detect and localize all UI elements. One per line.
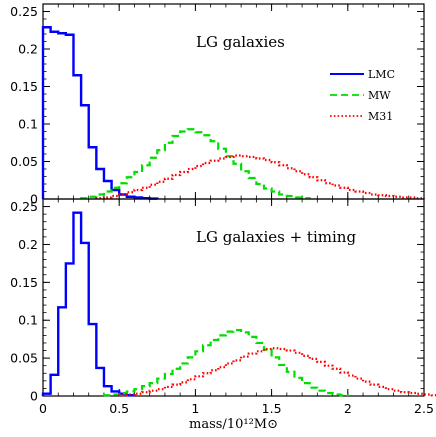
panel-2-ytick-label: 0.25 [10,199,38,214]
panel-2-series-m31 [118,347,436,397]
panel-2-series-mw [102,328,349,397]
panel-2-ytick-label: 0.15 [10,275,38,290]
legend-label-lmc: LMC [368,68,395,81]
panel-1-series-lmc [41,26,159,200]
panel-2-ytick-label: 0 [30,389,38,404]
panel-2-series-lmc [41,211,136,397]
legend-label-mw: MW [368,89,391,102]
panel-2-ytick-label: 0.2 [18,237,38,252]
panel-2-xtick-label: 0 [39,401,47,416]
panel-1-ytick-label: 0.25 [10,4,38,19]
panel-2-xtick-label: 2 [344,401,352,416]
panel-1-ytick-label: 0.1 [18,117,38,132]
x-axis-label: mass/10¹²M⊙ [189,417,278,432]
panel-2-xtick-label: 0.5 [109,401,129,416]
panel-2-title: LG galaxies + timing [196,228,356,246]
panel-2-xtick-label: 1 [191,401,199,416]
panel-2-xtick-label: 1.5 [262,401,282,416]
panel-1-ytick-label: 0.2 [18,42,38,57]
panel-1-ytick-label: 0 [30,192,38,207]
panel-1-ytick-label: 0.15 [10,79,38,94]
panel-1-series-mw [80,128,311,200]
panel-2-ytick-label: 0.1 [18,313,38,328]
panel-2-xtick-label: 2.5 [414,401,434,416]
panel-2-ytick-label: 0.05 [10,351,38,366]
legend-label-m31: M31 [368,110,393,123]
panel-1-series-m31 [95,154,426,200]
panel-1-title: LG galaxies [196,33,285,51]
panel-1-ytick-label: 0.05 [10,154,38,169]
